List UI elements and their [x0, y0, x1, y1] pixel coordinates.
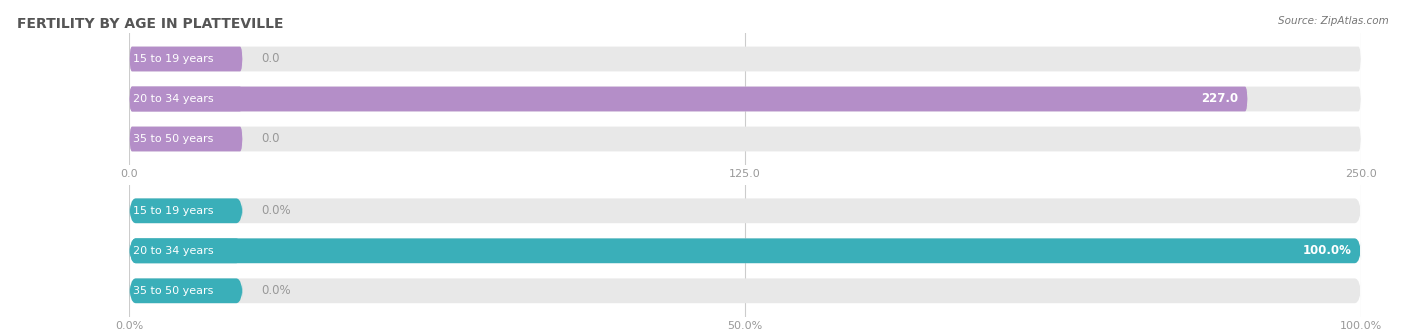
Text: 0.0%: 0.0% [262, 204, 291, 217]
FancyBboxPatch shape [129, 279, 243, 303]
Text: 15 to 19 years: 15 to 19 years [134, 54, 214, 64]
Text: 227.0: 227.0 [1201, 92, 1237, 106]
FancyBboxPatch shape [129, 127, 243, 151]
Text: 15 to 19 years: 15 to 19 years [134, 206, 214, 216]
FancyBboxPatch shape [129, 47, 243, 71]
FancyBboxPatch shape [129, 47, 1361, 71]
Text: FERTILITY BY AGE IN PLATTEVILLE: FERTILITY BY AGE IN PLATTEVILLE [17, 16, 284, 30]
FancyBboxPatch shape [129, 86, 1247, 112]
Text: 0.0%: 0.0% [262, 284, 291, 297]
Text: 0.0: 0.0 [262, 133, 280, 146]
FancyBboxPatch shape [129, 86, 1361, 112]
Text: 35 to 50 years: 35 to 50 years [134, 286, 214, 296]
FancyBboxPatch shape [129, 238, 243, 263]
Text: 35 to 50 years: 35 to 50 years [134, 134, 214, 144]
FancyBboxPatch shape [129, 198, 243, 223]
FancyBboxPatch shape [129, 198, 1361, 223]
FancyBboxPatch shape [129, 238, 1361, 263]
Text: Source: ZipAtlas.com: Source: ZipAtlas.com [1278, 16, 1389, 26]
Text: 20 to 34 years: 20 to 34 years [134, 94, 214, 104]
FancyBboxPatch shape [129, 127, 1361, 151]
FancyBboxPatch shape [129, 86, 243, 112]
Text: 100.0%: 100.0% [1302, 244, 1351, 257]
FancyBboxPatch shape [129, 279, 1361, 303]
Text: 0.0: 0.0 [262, 52, 280, 65]
FancyBboxPatch shape [129, 238, 1361, 263]
Text: 20 to 34 years: 20 to 34 years [134, 246, 214, 256]
